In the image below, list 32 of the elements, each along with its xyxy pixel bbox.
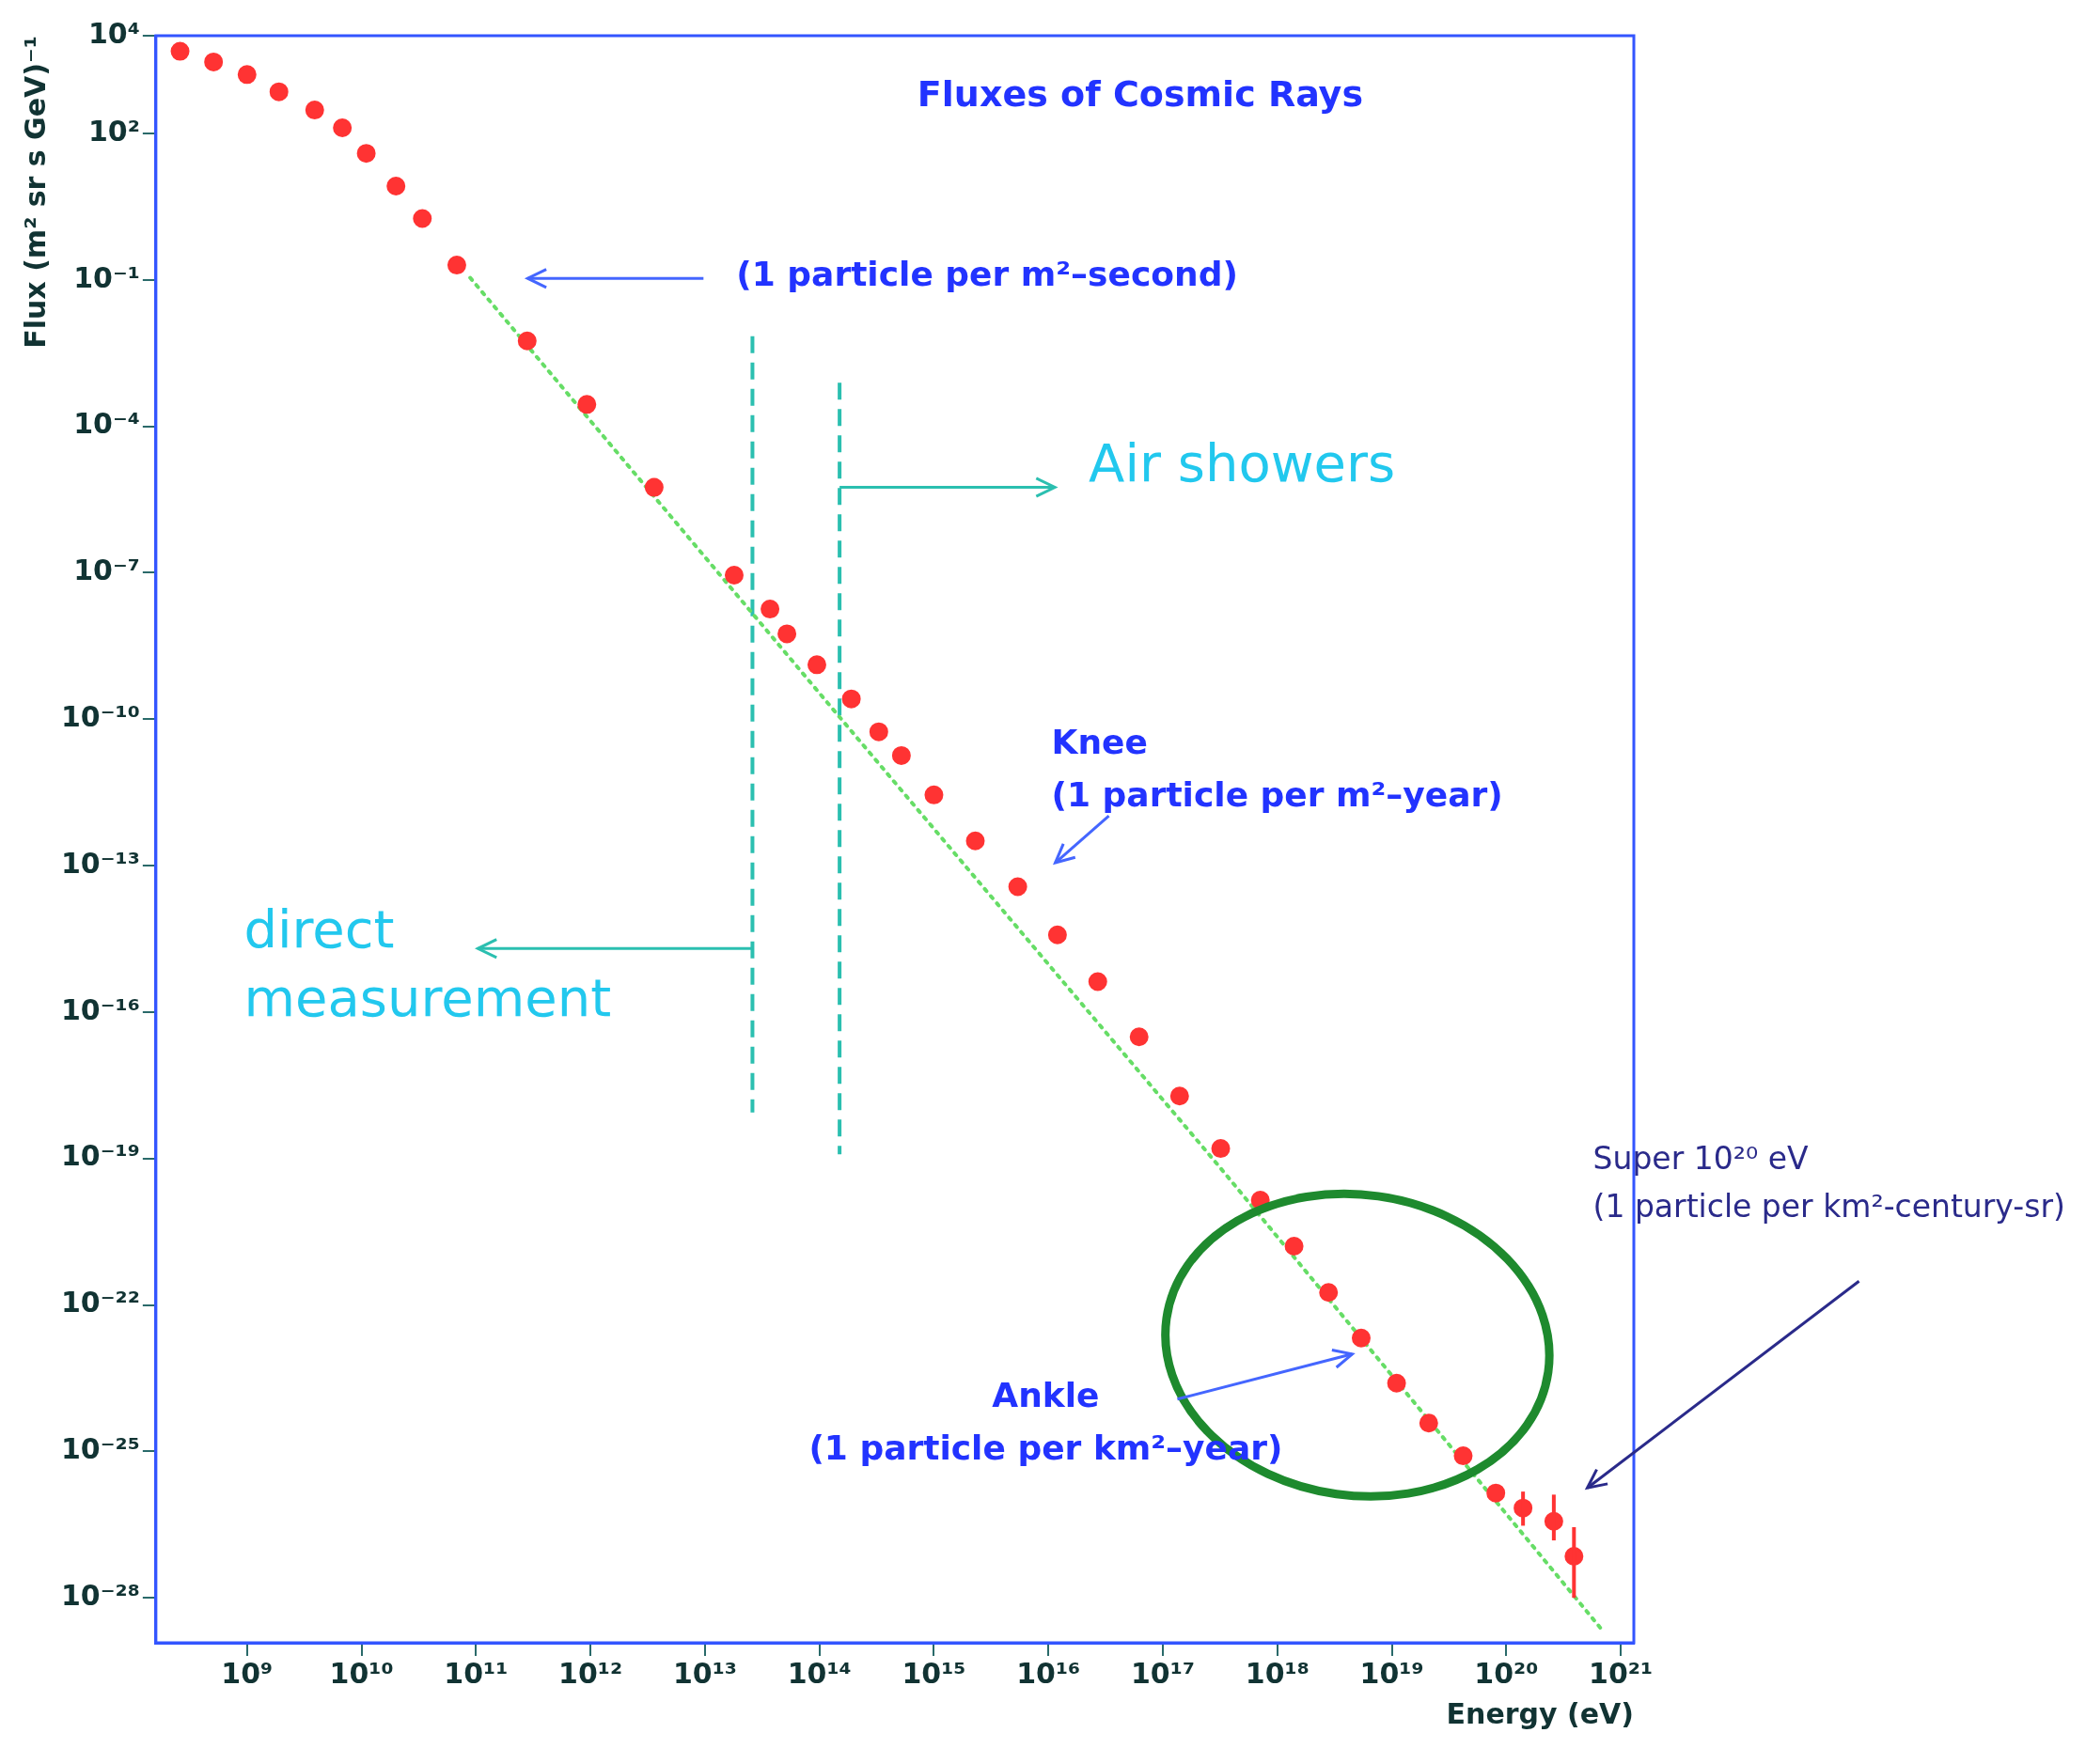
x-tick-label: 10¹³ (672, 1656, 737, 1690)
y-tick-label: 10⁻¹⁶ (60, 992, 140, 1026)
x-tick-label: 10²⁰ (1474, 1656, 1539, 1690)
x-tick-label: 10²¹ (1589, 1656, 1654, 1690)
x-tick-label: 10¹⁷ (1130, 1656, 1196, 1690)
y-tick-label: 10⁴ (87, 16, 140, 50)
y-tick-label: 10⁻¹⁹ (60, 1139, 140, 1173)
y-axis-title: Flux (m² sr s GeV)⁻¹ (18, 36, 52, 349)
ref-line-label: Air showers (1089, 430, 1396, 495)
ref-line-label: direct measurement (243, 897, 613, 1030)
annotation: Knee (1 particle per m²–year) (1051, 722, 1503, 816)
text: Fluxes of Cosmic Rays (917, 73, 1364, 115)
x-tick-label: 10¹² (558, 1656, 623, 1690)
x-tick-label: 10¹⁹ (1359, 1656, 1424, 1690)
y-tick-label: 10² (87, 114, 140, 148)
x-axis-title: Energy (eV) (1446, 1696, 1634, 1730)
x-tick-label: 10¹⁶ (1016, 1656, 1081, 1690)
x-tick-label: 10¹⁴ (787, 1656, 852, 1690)
x-tick-label: 10¹¹ (444, 1656, 509, 1690)
x-tick-label: 10¹⁰ (329, 1656, 394, 1690)
y-tick-label: 10⁻²² (60, 1286, 140, 1319)
y-tick-label: 10⁻⁴ (73, 407, 140, 441)
y-tick-label: 10⁻²⁵ (60, 1432, 140, 1466)
x-tick-label: 10¹⁸ (1245, 1656, 1310, 1690)
y-tick-label: 10⁻¹⁰ (60, 700, 140, 733)
y-tick-label: 10⁻⁷ (73, 554, 140, 587)
annotation: (1 particle per m²–second) (736, 254, 1238, 296)
y-tick-label: 10⁻¹ (73, 260, 140, 294)
x-tick-label: 10¹⁵ (902, 1656, 966, 1690)
x-tick-label: 10⁹ (221, 1656, 274, 1690)
y-tick-label: 10⁻²⁸ (60, 1578, 140, 1612)
y-tick-label: 10⁻¹³ (60, 846, 140, 880)
